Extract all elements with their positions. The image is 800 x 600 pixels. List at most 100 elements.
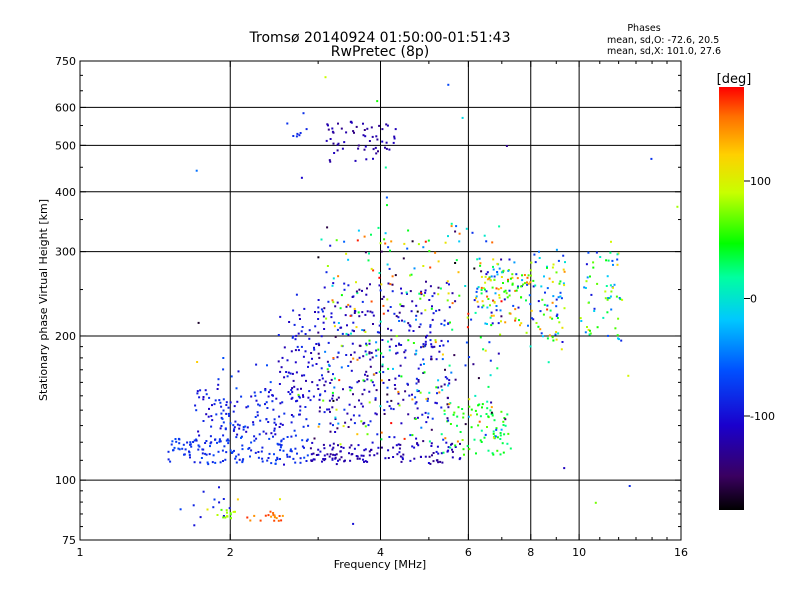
data-point <box>605 259 608 262</box>
data-point <box>304 350 307 353</box>
data-point <box>538 250 540 253</box>
data-point <box>430 343 433 346</box>
data-point <box>258 404 261 407</box>
data-point <box>303 446 305 449</box>
data-point <box>446 450 449 453</box>
data-point <box>343 408 346 411</box>
data-point <box>201 448 204 451</box>
data-point <box>492 314 495 317</box>
data-point <box>409 459 412 462</box>
data-point <box>421 413 424 416</box>
data-point <box>323 384 326 387</box>
data-point <box>353 405 356 408</box>
data-point <box>397 316 400 319</box>
data-point <box>192 504 195 507</box>
data-point <box>502 451 505 454</box>
data-point <box>479 439 482 442</box>
x-tick-label: 2 <box>227 546 234 559</box>
data-point <box>385 141 388 144</box>
data-point <box>388 349 391 352</box>
data-point <box>503 290 506 293</box>
data-point <box>508 258 511 261</box>
data-point <box>393 137 396 140</box>
data-point <box>503 433 506 436</box>
data-point <box>234 457 237 460</box>
data-point <box>523 274 526 276</box>
data-point <box>372 314 375 317</box>
data-point <box>484 322 487 325</box>
data-point <box>366 310 369 313</box>
data-point <box>218 440 221 443</box>
data-point <box>207 463 210 466</box>
data-point <box>179 508 182 511</box>
data-point <box>504 289 507 292</box>
data-point <box>343 288 346 291</box>
data-point <box>337 459 339 462</box>
data-point <box>564 261 566 264</box>
data-point <box>305 418 308 421</box>
data-point <box>503 298 506 301</box>
data-point <box>177 447 180 450</box>
data-point <box>220 508 223 511</box>
data-point <box>340 127 343 130</box>
data-point <box>499 453 502 456</box>
data-point <box>212 506 215 509</box>
data-point <box>300 387 302 390</box>
data-point <box>342 446 345 449</box>
data-point <box>450 371 453 374</box>
data-point <box>286 436 289 438</box>
data-point <box>231 451 234 454</box>
data-point <box>331 458 334 461</box>
data-point <box>398 404 401 407</box>
data-point <box>482 287 485 290</box>
data-point <box>362 355 365 358</box>
data-point <box>398 374 401 377</box>
data-point <box>370 267 373 270</box>
data-point <box>614 327 617 330</box>
data-point <box>361 311 364 314</box>
data-point <box>202 398 205 401</box>
data-point <box>485 273 488 276</box>
data-point <box>610 290 613 293</box>
data-point <box>376 452 379 455</box>
data-point <box>192 441 195 443</box>
data-point <box>353 307 356 310</box>
data-point <box>275 459 277 462</box>
data-point <box>506 296 509 299</box>
data-point <box>347 258 350 261</box>
data-point <box>394 274 397 277</box>
data-point <box>473 299 476 302</box>
data-point <box>281 356 284 359</box>
data-point <box>370 448 373 451</box>
data-point <box>429 285 432 288</box>
data-point <box>430 428 433 431</box>
data-point <box>277 443 280 446</box>
data-point <box>428 299 431 301</box>
data-point <box>289 393 292 396</box>
data-point <box>505 292 508 295</box>
data-point <box>220 405 223 408</box>
data-point <box>541 298 544 301</box>
data-point <box>451 328 454 331</box>
data-point <box>294 338 297 341</box>
data-point <box>470 408 473 411</box>
data-point <box>455 225 458 228</box>
data-point <box>229 513 232 516</box>
data-point <box>402 305 405 308</box>
data-point <box>355 281 357 284</box>
data-point <box>539 310 542 313</box>
data-point <box>317 299 320 301</box>
data-point <box>414 418 417 420</box>
data-point <box>492 258 495 261</box>
data-point <box>277 360 280 363</box>
data-point <box>315 363 318 365</box>
data-point <box>499 432 502 434</box>
data-point <box>419 391 422 394</box>
data-point <box>335 463 338 466</box>
data-point <box>372 269 375 272</box>
data-point <box>362 454 365 457</box>
data-point <box>417 380 420 383</box>
data-point <box>317 388 320 390</box>
data-point <box>314 311 316 313</box>
data-point <box>319 393 322 396</box>
